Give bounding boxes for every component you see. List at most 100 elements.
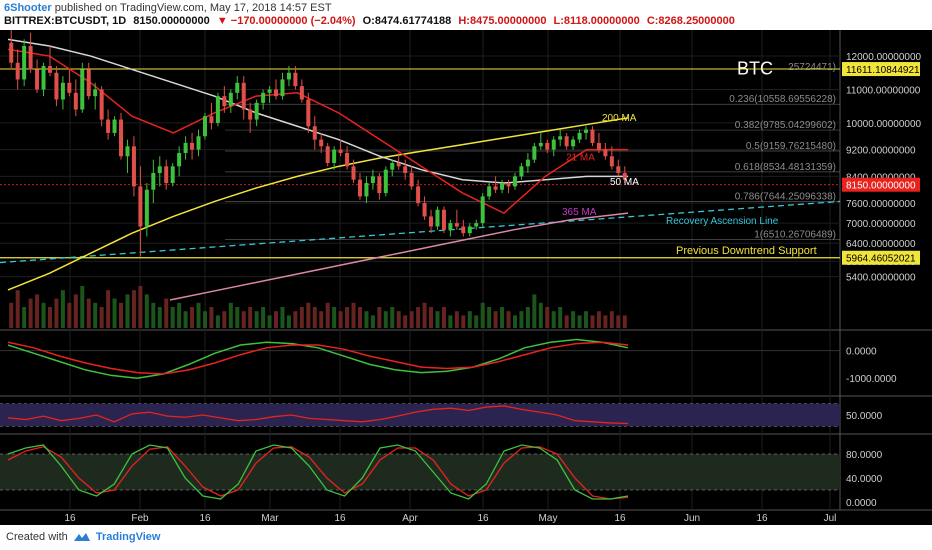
candle-body — [177, 152, 182, 167]
candle-body — [571, 139, 576, 147]
volume-bar — [196, 302, 201, 328]
candle-body — [112, 119, 117, 133]
volume-bar — [151, 302, 156, 328]
candle-body — [267, 89, 272, 93]
volume-bar — [286, 315, 291, 328]
volume-bar — [22, 307, 27, 328]
candle-body — [215, 96, 220, 123]
volume-bar — [377, 307, 382, 328]
candle-body — [448, 223, 453, 230]
price-axis-tick: 7000.00000000 — [846, 219, 916, 230]
chart-area[interactable]: 0.236(10558.69556228) 0.382(9785.04299602… — [0, 29, 932, 525]
tradingview-brand[interactable]: TradingView — [95, 531, 161, 543]
candle-body — [241, 82, 246, 110]
volume-bar — [209, 307, 214, 328]
annotation-50-ma: 50 MA — [610, 177, 639, 188]
annotation-365-ma: 365 MA — [562, 207, 597, 218]
candle-body — [54, 72, 59, 100]
time-axis-tick: 16 — [477, 513, 489, 524]
volume-bar — [383, 311, 388, 328]
candle-body — [506, 183, 511, 187]
stoch-axis-tick: 80.0000 — [846, 450, 883, 461]
candle-body — [622, 173, 627, 180]
candle-body — [196, 136, 201, 150]
candle-body — [164, 166, 169, 184]
volume-bar — [357, 307, 362, 328]
volume-bar — [54, 298, 59, 328]
volume-bar — [441, 307, 446, 328]
created-with: Created with TradingView — [6, 531, 160, 543]
volume-bar — [248, 307, 253, 328]
macd-axis-tick: 0.0000 — [846, 347, 877, 358]
published-text: published on TradingView.com, May 17, 20… — [54, 2, 332, 14]
time-axis-tick: 16 — [756, 513, 768, 524]
volume-bar — [551, 311, 556, 328]
candle-body — [545, 142, 550, 150]
candle-body — [364, 183, 369, 197]
candle-body — [351, 166, 356, 180]
volume-bar — [99, 307, 104, 328]
volume-bar — [519, 311, 524, 328]
volume-bar — [564, 315, 569, 328]
fib-level-label: 0.618(8534.48131359) — [735, 162, 836, 173]
volume-bar — [299, 307, 304, 328]
volume-bar — [293, 311, 298, 328]
candle-body — [274, 89, 279, 97]
candle-body — [435, 209, 440, 227]
candle-body — [396, 162, 401, 167]
price-axis-tick: 6400.00000000 — [846, 239, 916, 250]
candle-body — [538, 142, 543, 147]
volume-bar — [545, 307, 550, 328]
annotation-200-ma: 200 MA — [602, 113, 637, 124]
volume-bar — [47, 307, 52, 328]
candle-body — [409, 173, 414, 187]
candle-body — [80, 69, 85, 110]
volume-bar — [435, 311, 440, 328]
symbol-label: BITTREX:BTCUSDT, 1D — [4, 15, 127, 27]
volume-bar — [577, 315, 582, 328]
stoch-d-line — [7, 446, 629, 500]
volume-bar — [170, 307, 175, 328]
volume-bar — [429, 307, 434, 328]
volume-bar — [622, 315, 627, 328]
open-value: O:8474.61774188 — [362, 15, 452, 27]
candle-body — [138, 186, 143, 227]
macd-line — [7, 338, 629, 379]
candle-body — [383, 169, 388, 194]
volume-bar — [28, 298, 33, 328]
fib-level-label: 0.236(10558.69556228) — [729, 94, 836, 105]
candle-body — [525, 159, 530, 167]
candle-body — [248, 109, 253, 120]
candle-body — [441, 209, 446, 230]
chart-header: 6Shooter published on TradingView.com, M… — [0, 0, 932, 30]
candle-body — [254, 102, 259, 120]
candle-body — [15, 62, 20, 80]
volume-bar — [202, 311, 207, 328]
volume-bar — [119, 302, 124, 328]
volume-bar — [571, 311, 576, 328]
tradingview-logo-icon — [73, 533, 90, 542]
price-change: ▼ −170.00000000 (−2.04%) — [216, 15, 356, 27]
price-axis-tick: 9200.00000000 — [846, 146, 916, 157]
time-axis-tick: 16 — [199, 513, 211, 524]
time-axis-tick: Jul — [824, 513, 837, 524]
volume-bar — [480, 302, 485, 328]
price-axis-tick: 7600.00000000 — [846, 199, 916, 210]
candle-body — [454, 223, 459, 227]
candle-body — [125, 146, 130, 157]
candle-body — [325, 146, 330, 163]
candle-body — [35, 69, 40, 90]
candle-body — [584, 129, 589, 133]
volume-bar — [312, 307, 317, 328]
volume-bar — [332, 307, 337, 328]
candle-body — [590, 129, 595, 143]
candle-body — [235, 82, 240, 93]
candle-body — [332, 149, 337, 163]
fib-level-label: 0.786(7644.25096338) — [735, 192, 836, 203]
price-label-text: 5964.46052021 — [846, 254, 916, 265]
volume-bar — [370, 315, 375, 328]
price-axis-tick: 5400.00000000 — [846, 273, 916, 284]
candle-body — [28, 46, 33, 70]
candle-body — [41, 66, 46, 90]
author-link[interactable]: 6Shooter — [4, 2, 52, 14]
